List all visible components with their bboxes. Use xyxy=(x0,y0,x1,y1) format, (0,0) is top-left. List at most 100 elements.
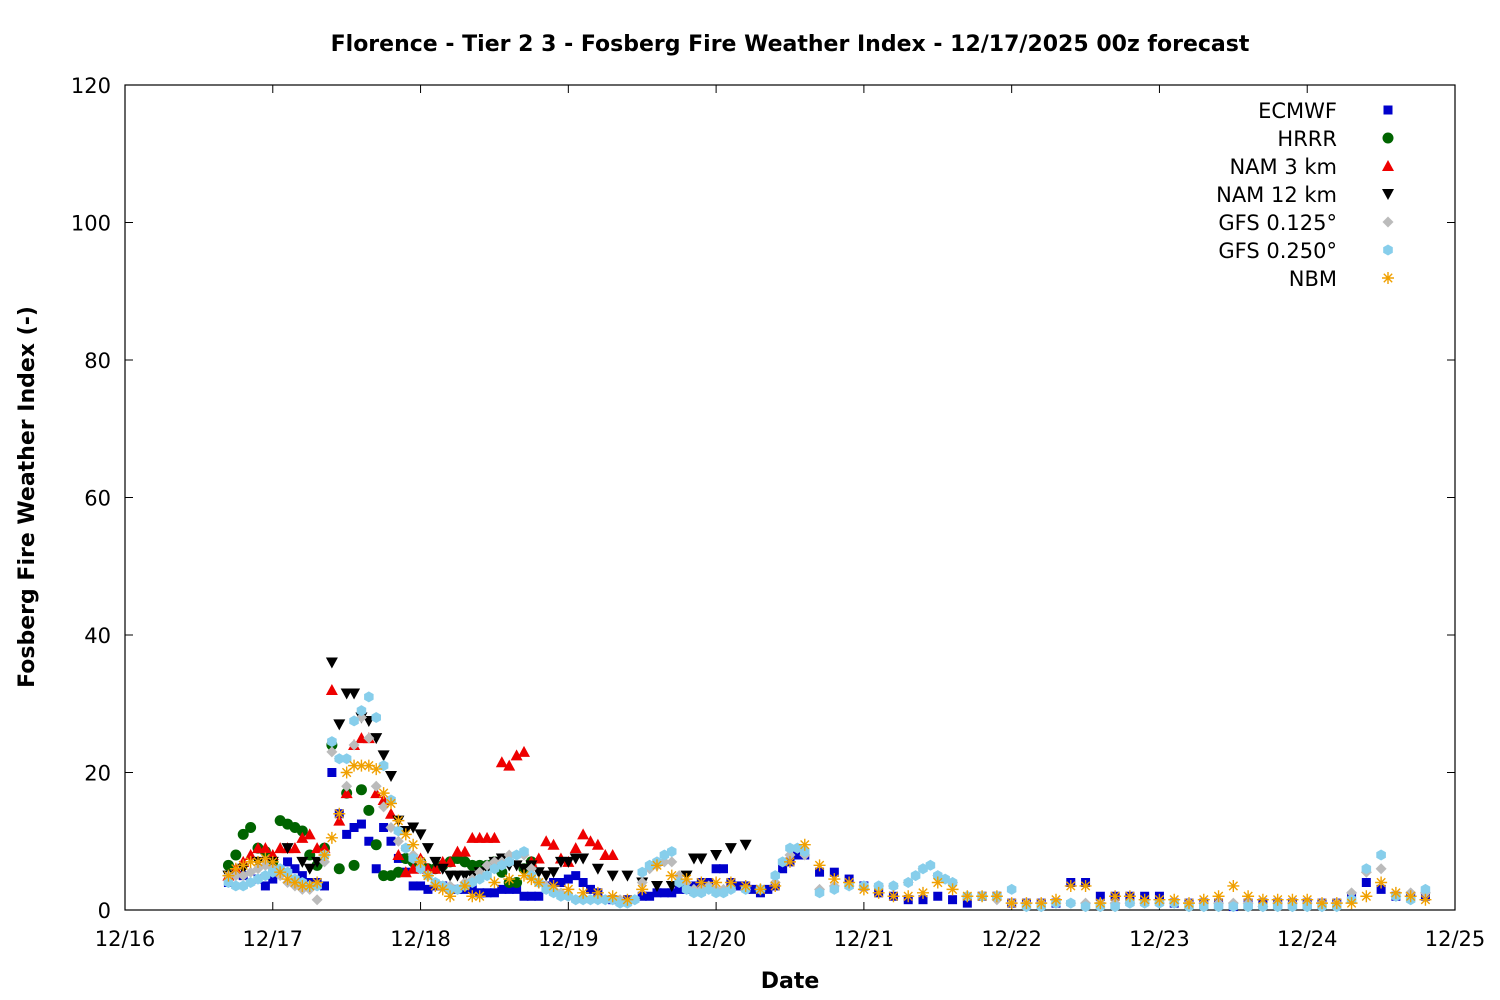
data-point-nam-12-km xyxy=(577,853,590,865)
data-point-nam-3-km xyxy=(259,842,272,854)
data-point-ecmwf xyxy=(379,823,389,832)
data-point-ecmwf xyxy=(719,864,728,874)
data-point-gfs-0-250 xyxy=(504,856,514,868)
data-point-nbm xyxy=(288,876,301,889)
series-nbm xyxy=(222,759,1432,910)
data-point-nbm xyxy=(1094,897,1107,910)
data-point-nam-3-km xyxy=(392,849,405,860)
data-point-hrrr xyxy=(296,825,308,837)
data-point-nbm xyxy=(1419,893,1432,906)
data-point-nbm xyxy=(436,883,449,896)
data-point-gfs-0-125 xyxy=(326,746,338,758)
data-point-nbm xyxy=(798,838,811,851)
data-point-gfs-0-250 xyxy=(785,842,795,854)
legend-marker-gfs-0-250 xyxy=(1383,244,1393,256)
data-point-ecmwf xyxy=(512,884,522,894)
data-point-ecmwf xyxy=(386,836,396,846)
data-point-gfs-0-125 xyxy=(341,780,353,792)
data-point-nam-12-km xyxy=(724,843,737,855)
data-point-nam-3-km xyxy=(540,835,553,847)
data-point-nbm xyxy=(872,886,885,899)
data-point-ecmwf xyxy=(578,878,588,887)
data-point-ecmwf xyxy=(563,874,573,884)
data-point-ecmwf xyxy=(423,884,433,894)
data-point-ecmwf xyxy=(534,891,544,901)
data-point-gfs-0-250 xyxy=(349,715,359,727)
data-point-nbm xyxy=(333,807,346,820)
data-point-hrrr xyxy=(333,863,345,875)
data-point-gfs-0-250 xyxy=(777,856,788,868)
data-point-nam-3-km xyxy=(577,828,590,840)
y-tick-label: 20 xyxy=(84,762,111,786)
data-point-nbm xyxy=(473,890,486,903)
data-point-nbm xyxy=(857,883,870,896)
data-point-nbm xyxy=(606,890,619,903)
data-point-gfs-0-250 xyxy=(334,753,344,765)
data-point-ecmwf xyxy=(297,871,307,881)
data-point-nbm xyxy=(1286,893,1299,906)
data-point-nbm xyxy=(421,869,434,882)
data-point-ecmwf xyxy=(792,850,802,860)
data-point-nam-12-km xyxy=(421,843,434,855)
data-point-gfs-0-125 xyxy=(784,849,796,861)
data-point-nbm xyxy=(1316,897,1328,910)
data-point-ecmwf xyxy=(918,895,928,905)
data-point-gfs-0-125 xyxy=(363,732,375,744)
data-point-nbm xyxy=(784,855,796,868)
data-point-gfs-0-250 xyxy=(1006,883,1017,895)
data-point-gfs-0-250 xyxy=(726,883,736,895)
data-point-nbm xyxy=(547,879,560,892)
data-point-ecmwf xyxy=(260,881,270,891)
data-point-nam-3-km xyxy=(458,845,471,857)
data-point-nbm xyxy=(444,890,457,903)
data-point-nbm xyxy=(399,828,412,841)
data-point-nbm xyxy=(274,866,287,879)
y-axis-label: Fosberg Fire Weather Index (-) xyxy=(15,306,40,688)
data-point-ecmwf xyxy=(356,819,366,829)
data-point-ecmwf xyxy=(290,864,300,874)
series-nam-3-km xyxy=(222,684,619,881)
data-point-gfs-0-125 xyxy=(370,780,382,792)
data-point-nbm xyxy=(1138,893,1151,906)
data-point-ecmwf xyxy=(674,884,684,894)
data-point-nam-3-km xyxy=(518,745,530,757)
data-point-nam-12-km xyxy=(333,719,346,731)
data-point-nbm xyxy=(370,763,383,776)
data-point-nbm xyxy=(990,890,1003,903)
data-point-nbm xyxy=(1035,897,1048,910)
data-point-nam-3-km xyxy=(296,831,309,843)
data-point-nbm xyxy=(710,876,723,889)
data-point-nbm xyxy=(518,869,530,882)
legend-label-gfs-0-250: GFS 0.250° xyxy=(1218,239,1337,263)
data-point-gfs-0-250 xyxy=(829,883,840,895)
data-point-nbm xyxy=(961,890,974,903)
data-point-ecmwf xyxy=(504,884,514,894)
data-point-nbm xyxy=(1360,890,1373,903)
data-point-gfs-0-250 xyxy=(800,846,810,858)
y-tick-label: 120 xyxy=(71,74,111,98)
data-point-nam-12-km xyxy=(591,863,604,875)
data-point-gfs-0-250 xyxy=(1376,849,1386,861)
x-tick-label: 12/18 xyxy=(390,927,451,951)
data-point-nam-12-km xyxy=(621,870,634,882)
legend-marker-nam-12-km xyxy=(1382,189,1394,200)
data-point-ecmwf xyxy=(497,884,507,894)
data-point-gfs-0-250 xyxy=(1361,863,1372,875)
legend-marker-hrrr xyxy=(1382,132,1394,144)
x-tick-label: 12/24 xyxy=(1277,927,1338,951)
data-point-nam-3-km xyxy=(503,759,516,771)
data-point-nbm xyxy=(259,852,272,865)
data-point-nbm xyxy=(591,886,604,899)
data-point-gfs-0-250 xyxy=(814,887,825,899)
data-point-gfs-0-250 xyxy=(393,825,404,837)
data-point-nam-3-km xyxy=(488,831,501,843)
data-point-nam-3-km xyxy=(584,835,597,847)
series-gfs-0-125 xyxy=(222,712,1431,913)
data-point-gfs-0-125 xyxy=(319,856,330,868)
data-point-gfs-0-250 xyxy=(704,883,714,895)
data-point-gfs-0-250 xyxy=(497,859,507,871)
data-point-nam-3-km xyxy=(370,787,383,799)
data-point-gfs-0-250 xyxy=(585,894,596,906)
data-point-hrrr xyxy=(348,859,360,871)
data-point-nam-3-km xyxy=(288,842,301,854)
